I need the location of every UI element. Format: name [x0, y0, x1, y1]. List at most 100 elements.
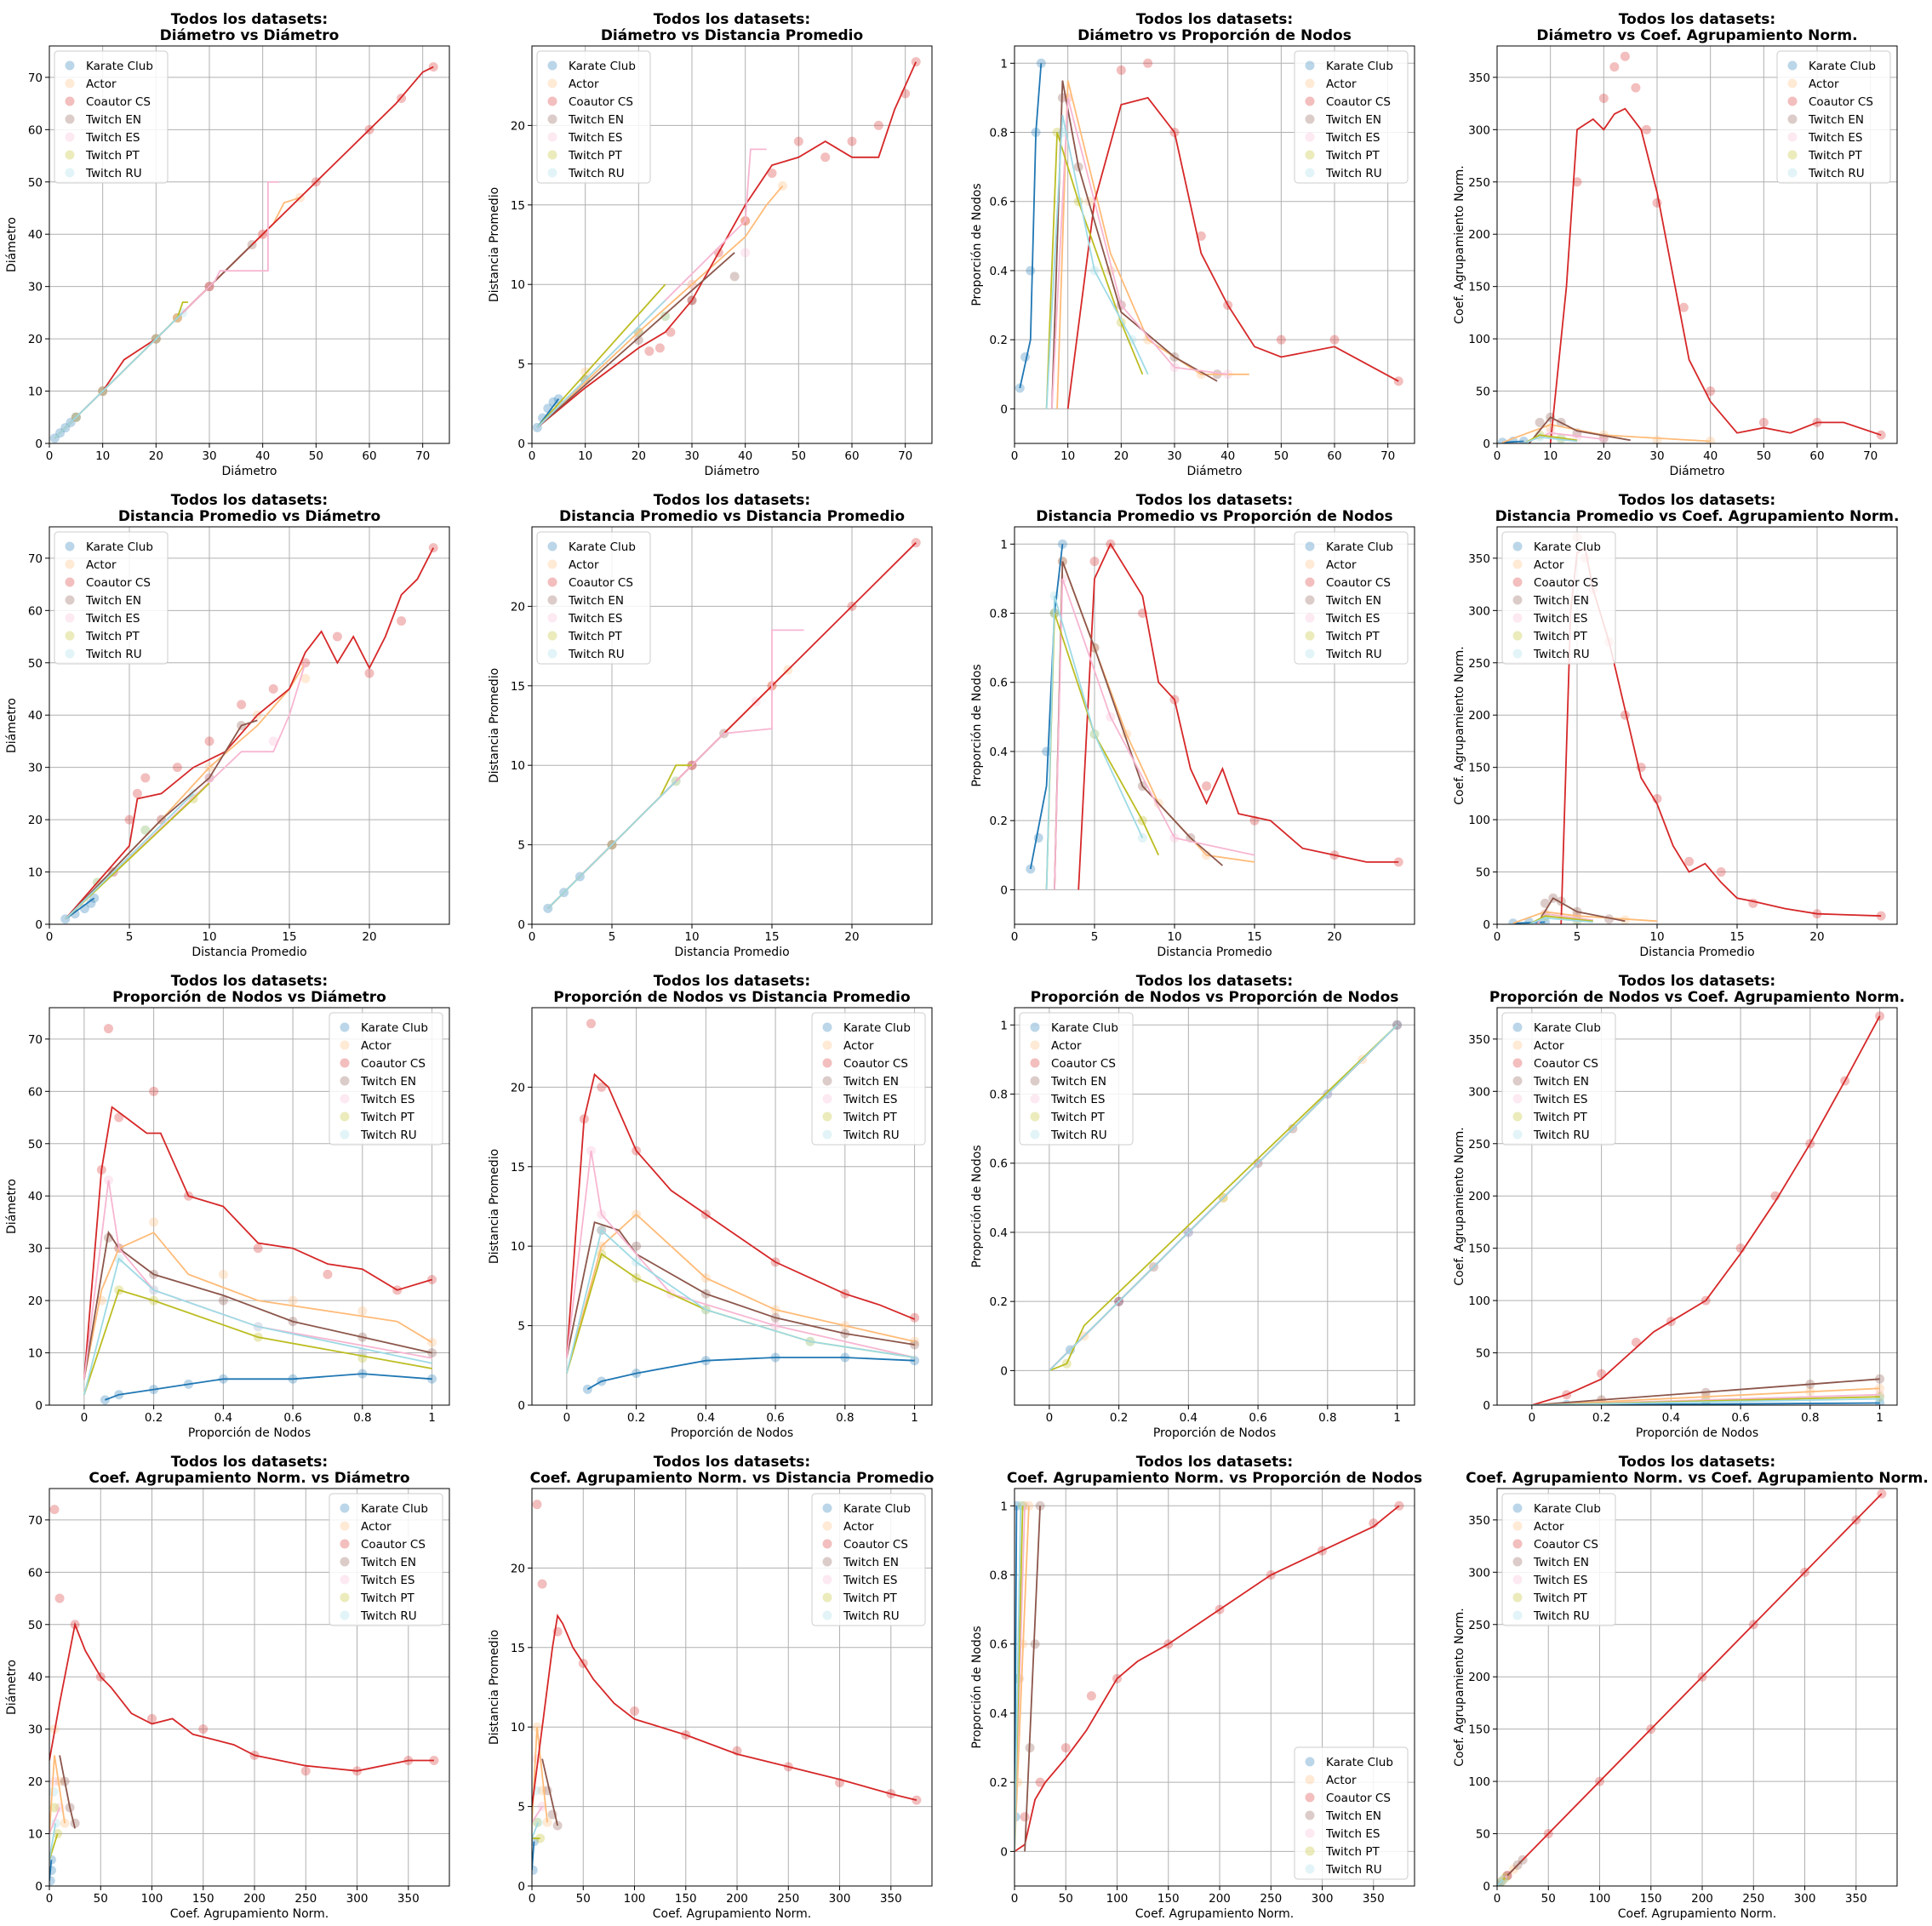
x-tick-label: 5 [126, 930, 134, 944]
x-tick-label: 60 [362, 449, 376, 463]
legend-marker [1512, 577, 1523, 587]
legend-marker [822, 1040, 832, 1050]
legend-marker [1030, 1040, 1040, 1050]
x-tick-label: 0.6 [283, 1411, 301, 1425]
x-tick-label: 20 [149, 449, 163, 463]
series-line [105, 1373, 432, 1401]
legend-marker [547, 114, 557, 124]
series-line [566, 1253, 915, 1374]
legend-label: Twitch RU [1325, 167, 1382, 180]
legend-label: Twitch ES [360, 1574, 414, 1587]
series-line [1054, 561, 1255, 890]
legend-label: Twitch EN [1808, 113, 1864, 127]
legend-label: Twitch PT [1325, 630, 1380, 643]
legend-marker [1305, 60, 1315, 71]
x-tick-label: 50 [1541, 1892, 1556, 1906]
axes-frame [1014, 526, 1415, 925]
legend-label: Twitch PT [843, 1111, 898, 1124]
data-point [654, 343, 665, 353]
legend-marker [340, 1503, 350, 1513]
subplot-4: Todos los datasets:Diámetro vs Coef. Agr… [1453, 11, 1898, 478]
y-tick-label: 5 [517, 1320, 525, 1334]
series-line [536, 300, 666, 428]
legend-marker [1305, 631, 1315, 641]
x-tick-label: 0 [529, 449, 536, 463]
x-tick-label: 15 [1247, 930, 1261, 944]
x-tick-label: 200 [243, 1892, 266, 1906]
y-tick-label: 0.4 [990, 265, 1008, 278]
legend-label: Actor [86, 77, 117, 91]
data-point [535, 1833, 546, 1843]
x-tick-label: 350 [1845, 1892, 1867, 1906]
series-line [1045, 132, 1144, 409]
x-tick-label: 0 [1011, 930, 1019, 944]
x-tick-label: 250 [777, 1892, 799, 1906]
y-tick-label: 40 [28, 709, 43, 723]
x-tick-label: 150 [192, 1892, 214, 1906]
series-line [54, 311, 184, 439]
x-axis-label: Distancia Promedio [191, 946, 306, 959]
y-tick-label: 250 [1468, 657, 1490, 671]
legend-label: Karate Club [569, 60, 636, 73]
subplot-9: Todos los datasets:Proporción de Nodos v… [5, 973, 450, 1440]
x-tick-label: 0.6 [766, 1411, 784, 1425]
y-tick-label: 0 [1483, 437, 1490, 451]
x-tick-label: 150 [1640, 1892, 1662, 1906]
x-tick-label: 150 [675, 1892, 697, 1906]
legend-marker [1305, 577, 1315, 587]
x-tick-label: 10 [684, 930, 699, 944]
series-line [1015, 1505, 1400, 1853]
y-axis-label: Diámetro [5, 698, 19, 753]
x-tick-label: 300 [346, 1892, 369, 1906]
legend-label: Twitch RU [360, 1129, 417, 1142]
plot-area [1531, 1011, 1885, 1405]
data-point [364, 668, 374, 678]
data-point [580, 367, 591, 377]
y-tick-label: 0 [35, 1880, 43, 1894]
x-tick-label: 50 [1059, 1892, 1073, 1906]
legend: Karate Club Actor Coautor CS Twitch EN Twitc… [54, 531, 169, 665]
legend-label: Twitch RU [1533, 1129, 1590, 1142]
data-point [1572, 177, 1582, 187]
y-tick-label: 300 [1468, 123, 1490, 137]
x-tick-label: 0.2 [627, 1411, 645, 1425]
legend-marker [1787, 168, 1798, 178]
subplot-3: Todos los datasets:Diámetro vs Proporció… [970, 11, 1415, 478]
plot-area [60, 543, 438, 924]
data-point [1329, 334, 1340, 345]
subplot-8: Todos los datasets:Distancia Promedio vs… [1453, 492, 1899, 959]
series-line [65, 547, 435, 920]
y-tick-label: 0 [35, 437, 43, 451]
y-tick-label: 0 [1483, 918, 1490, 932]
series-line [1051, 97, 1228, 409]
legend-label: Twitch ES [1325, 131, 1380, 145]
legend-label: Karate Club [1051, 1021, 1118, 1035]
legend-label: Coautor CS [361, 1057, 426, 1071]
data-point [1535, 417, 1545, 427]
x-tick-label: 50 [94, 1892, 108, 1906]
subplot-title-line2: Coef. Agrupamiento Norm. vs Proporción d… [1007, 1470, 1422, 1487]
subplot-7: Todos los datasets:Distancia Promedio vs… [970, 492, 1415, 959]
legend-marker [1305, 613, 1315, 623]
data-point [1678, 302, 1689, 312]
legend-label: Twitch EN [360, 1075, 416, 1089]
legend-marker [547, 631, 557, 641]
y-tick-label: 250 [1468, 176, 1490, 190]
legend-marker [340, 1112, 350, 1122]
legend-marker [340, 1094, 350, 1104]
data-point [332, 632, 342, 642]
legend-marker [1512, 613, 1523, 623]
x-tick-label: 250 [294, 1892, 317, 1906]
series-line [1523, 436, 1578, 443]
y-tick-label: 20 [511, 119, 525, 133]
x-tick-label: 300 [1312, 1892, 1334, 1906]
legend-label: Actor [1326, 1774, 1357, 1787]
data-point [1631, 83, 1641, 93]
series-line [1077, 542, 1399, 890]
series-line [49, 1807, 60, 1834]
subplot-14: Todos los datasets:Coef. Agrupamiento No… [488, 1454, 934, 1921]
legend-marker [1030, 1112, 1040, 1122]
legend-marker [65, 168, 75, 178]
y-tick-label: 300 [1468, 1566, 1490, 1580]
data-point [429, 1756, 439, 1766]
